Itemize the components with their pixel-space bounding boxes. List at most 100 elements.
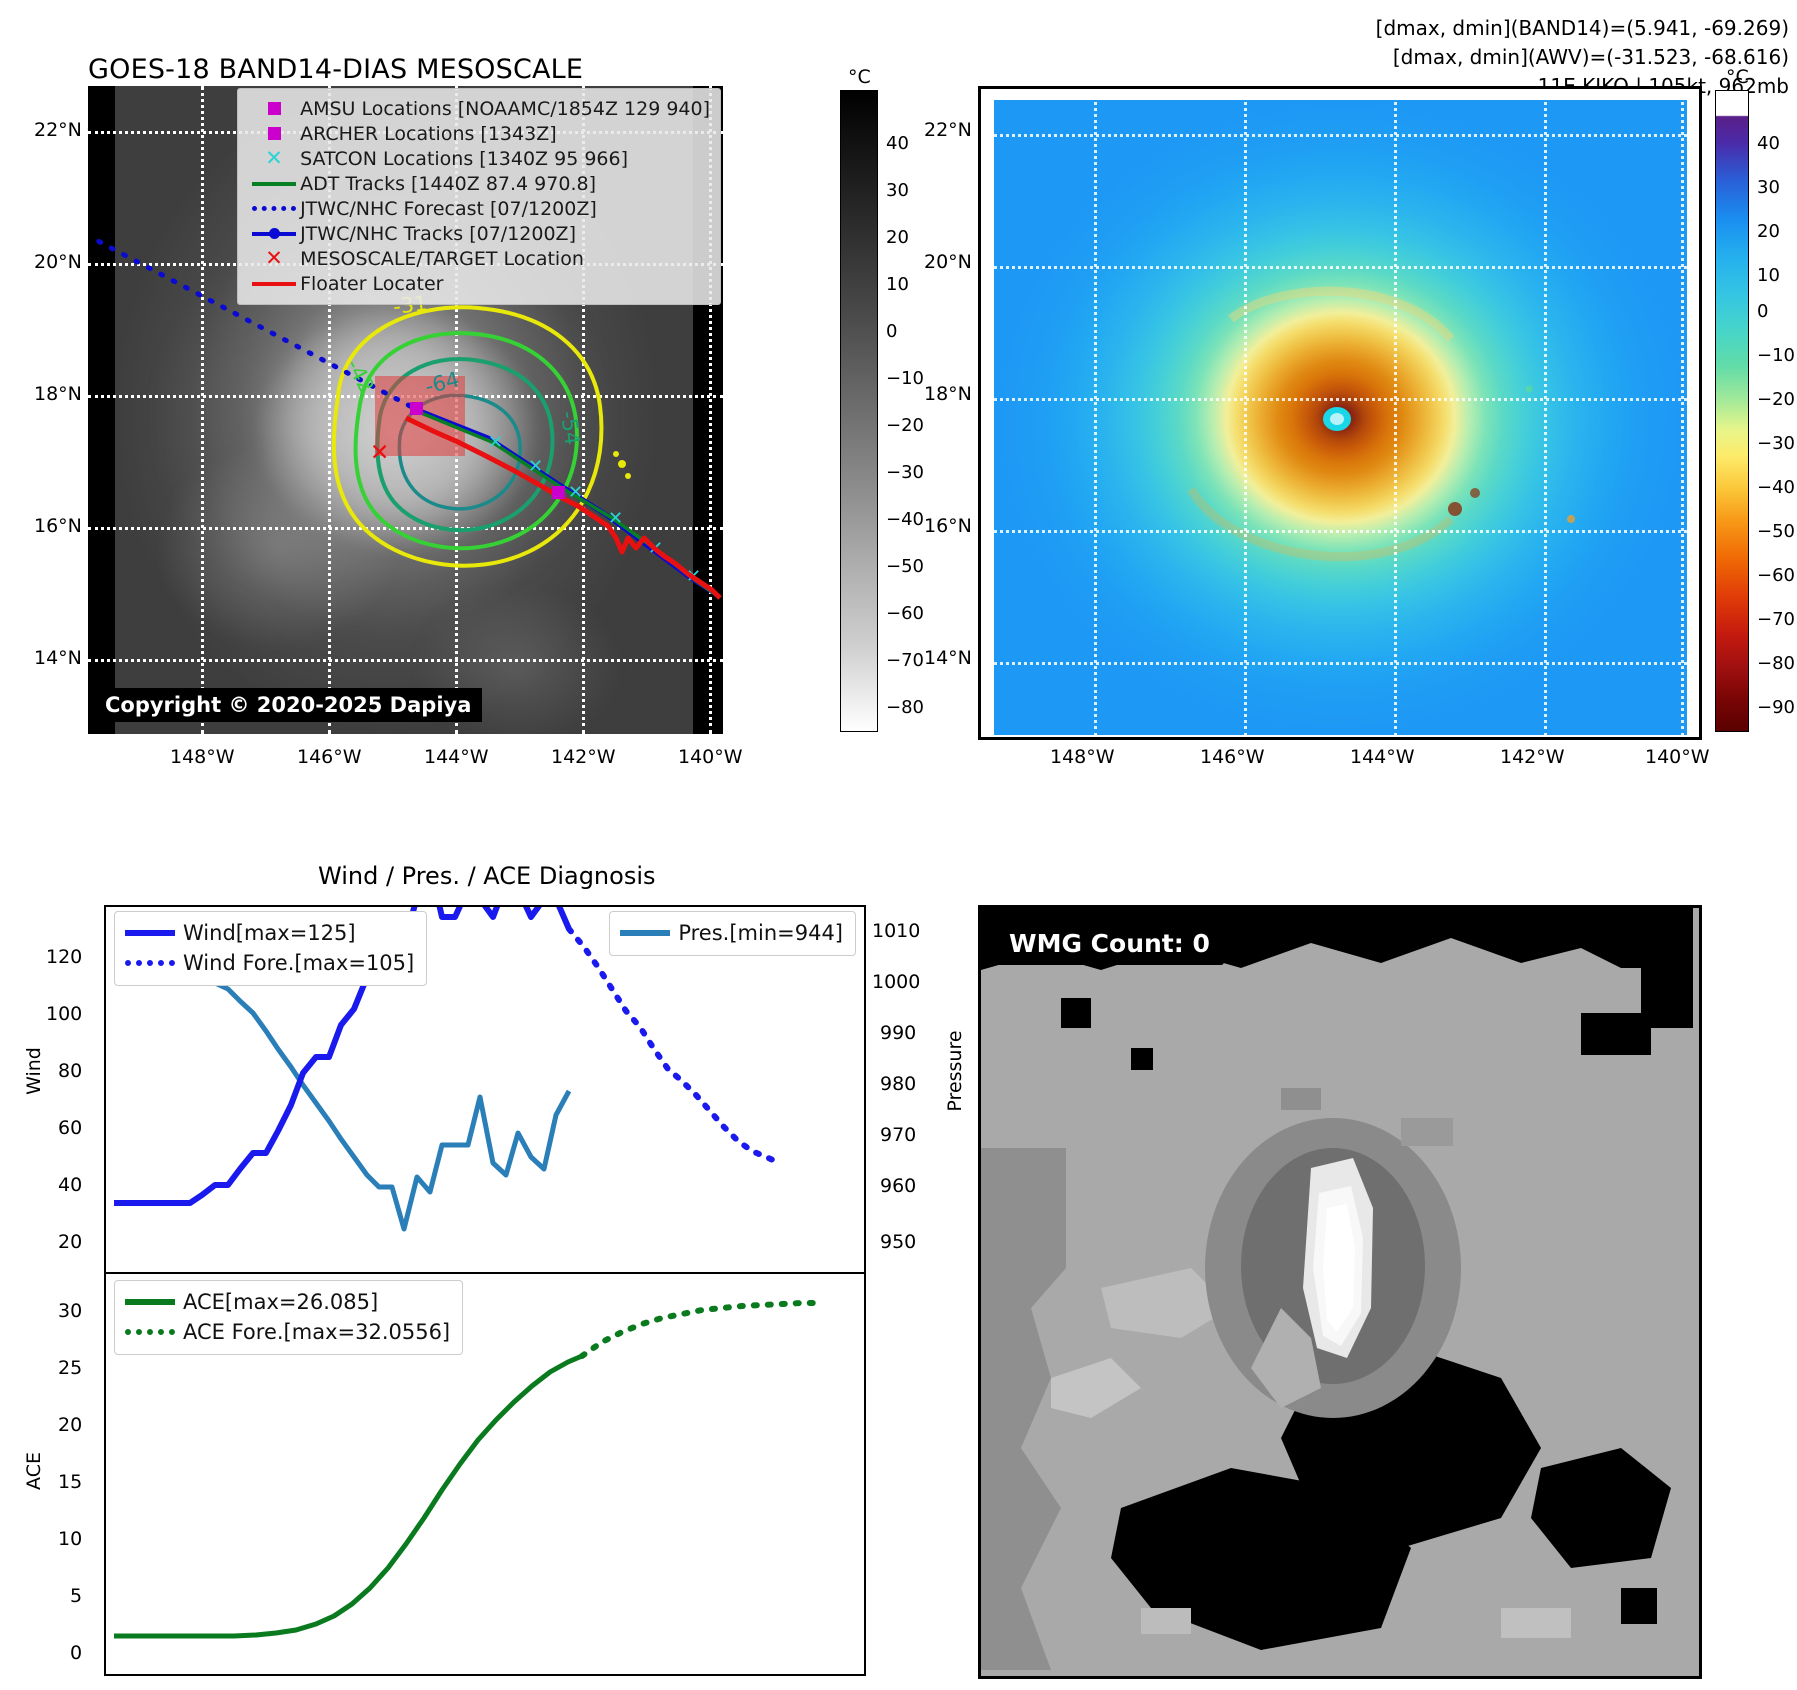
lon-gridline xyxy=(328,86,331,734)
lat-gridline xyxy=(88,527,723,530)
ace-y-tick: 20 xyxy=(58,1414,83,1436)
eir-lon-tick: 148°W xyxy=(1050,746,1115,768)
eir-cb-tick: 20 xyxy=(1757,221,1780,242)
ace-legend[interactable]: ACE[max=26.085] ACE Fore.[max=32.0556] xyxy=(114,1280,464,1355)
svg-text:✕: ✕ xyxy=(488,432,503,453)
legend-label: SATCON Locations [1340Z 95 966] xyxy=(300,147,628,170)
wmg-count-badge: WMG Count: 0 xyxy=(995,922,1224,965)
lon-gridline xyxy=(1244,89,1247,737)
legend-label: ADT Tracks [1440Z 87.4 970.8] xyxy=(300,172,596,195)
legend-item-jtwc-tracks[interactable]: JTWC/NHC Tracks [07/1200Z] xyxy=(248,221,710,246)
x-mark-icon: ✕ xyxy=(265,146,283,170)
eir-lon-tick: 144°W xyxy=(1350,746,1415,768)
stat-band14: [dmax, dmin](BAND14)=(5.941, -69.269) xyxy=(1375,16,1789,40)
ace-chart[interactable]: ACE[max=26.085] ACE Fore.[max=32.0556] xyxy=(104,1272,866,1676)
legend-item-satcon[interactable]: ✕ SATCON Locations [1340Z 95 966] xyxy=(248,146,710,171)
eir-cb-tick: 30 xyxy=(1757,177,1780,198)
wind-y-tick: 40 xyxy=(58,1174,83,1196)
contour-minus42 xyxy=(353,331,579,551)
wind-y-tick: 120 xyxy=(46,946,83,968)
ir-cb-tick: −40 xyxy=(886,509,924,530)
legend-item-wind-forecast[interactable]: Wind Fore.[max=105] xyxy=(125,948,414,978)
legend-label: ARCHER Locations [1343Z] xyxy=(300,122,557,145)
wind-pressure-chart[interactable]: Wind[max=125] Wind Fore.[max=105] Pres.[… xyxy=(104,905,866,1274)
ace-y-tick: 0 xyxy=(70,1642,83,1664)
eir-lon-tick: 146°W xyxy=(1200,746,1265,768)
legend-label: MESOSCALE/TARGET Location xyxy=(300,247,584,270)
amsu-location-marker xyxy=(410,402,423,415)
dotted-line-icon xyxy=(125,1329,183,1335)
svg-text:✕: ✕ xyxy=(608,508,623,529)
ace-y-tick: 5 xyxy=(70,1585,83,1607)
solid-line-icon xyxy=(620,930,678,936)
lon-gridline xyxy=(1094,89,1097,737)
eir-cb-tick: −20 xyxy=(1757,389,1795,410)
wind-y-tick: 60 xyxy=(58,1117,83,1139)
eir-colorbar-gradient xyxy=(1715,90,1749,732)
pres-y-tick: 950 xyxy=(880,1231,917,1253)
map-legend[interactable]: AMSU Locations [NOAAMC/1854Z 129 940] AR… xyxy=(237,88,721,305)
svg-text:✕: ✕ xyxy=(568,482,583,503)
lon-gridline xyxy=(1394,89,1397,737)
pressure-axis-label: Pressure xyxy=(944,1030,966,1112)
ir-lon-tick: 148°W xyxy=(170,746,235,768)
wind-axis-label: Wind xyxy=(23,1047,45,1095)
contour-label-minus54: -54 xyxy=(555,409,585,447)
legend-item-amsu[interactable]: AMSU Locations [NOAAMC/1854Z 129 940] xyxy=(248,96,710,121)
pres-y-tick: 990 xyxy=(880,1022,917,1044)
legend-item-floater-locater[interactable]: Floater Locater xyxy=(248,271,710,296)
legend-item-wind[interactable]: Wind[max=125] xyxy=(125,918,414,948)
legend-item-archer[interactable]: ARCHER Locations [1343Z] xyxy=(248,121,710,146)
ir-colorbar-title: °C xyxy=(848,66,871,88)
ir-cb-tick: −60 xyxy=(886,603,924,624)
ir-cb-tick: −70 xyxy=(886,650,924,671)
eir-cb-tick: 0 xyxy=(1757,301,1769,322)
dotted-line-icon xyxy=(248,206,300,211)
eir-cb-tick: 40 xyxy=(1757,133,1780,154)
ace-plot-area xyxy=(114,1300,825,1639)
wind-y-tick: 80 xyxy=(58,1060,83,1082)
eir-colorbar-title: °C xyxy=(1726,66,1749,88)
eir-cb-tick: −10 xyxy=(1757,345,1795,366)
eir-cb-tick: −80 xyxy=(1757,653,1795,674)
eir-lat-tick: 16°N xyxy=(924,515,972,537)
lat-gridline xyxy=(981,266,1699,269)
archer-location-marker xyxy=(552,486,565,499)
ace-y-tick: 10 xyxy=(58,1528,83,1550)
solid-line-icon xyxy=(248,281,300,286)
wind-legend[interactable]: Wind[max=125] Wind Fore.[max=105] xyxy=(114,911,428,986)
lon-gridline xyxy=(1544,89,1547,737)
legend-label: ACE[max=26.085] xyxy=(183,1290,379,1314)
ir-cb-tick: 0 xyxy=(886,321,898,342)
ir-lat-tick: 18°N xyxy=(34,383,82,405)
ace-axis-label: ACE xyxy=(23,1452,45,1490)
lat-gridline xyxy=(981,530,1699,533)
lon-gridline xyxy=(709,86,712,734)
enhanced-ir-panel[interactable] xyxy=(978,86,1702,740)
legend-item-ace[interactable]: ACE[max=26.085] xyxy=(125,1287,450,1317)
legend-item-adt-tracks[interactable]: ADT Tracks [1440Z 87.4 970.8] xyxy=(248,171,710,196)
legend-item-mesoscale-target[interactable]: ✕ MESOSCALE/TARGET Location xyxy=(248,246,710,271)
ir-cb-tick: −10 xyxy=(886,368,924,389)
wmg-panel[interactable]: WMG Count: 0 xyxy=(978,905,1702,1679)
legend-item-jtwc-forecast[interactable]: JTWC/NHC Forecast [07/1200Z] xyxy=(248,196,710,221)
ir-cb-tick: −20 xyxy=(886,415,924,436)
ir-lat-tick: 22°N xyxy=(34,119,82,141)
lon-gridline xyxy=(1681,89,1684,737)
ir-grayscale-panel[interactable]: ✕ ✕ ✕ ✕ ✕ ✕ ✕ -31 -42 -64 -54 AMSU Locat… xyxy=(88,86,723,734)
pressure-legend[interactable]: Pres.[min=944] xyxy=(609,911,856,956)
eir-lat-tick: 20°N xyxy=(924,251,972,273)
x-mark-icon: ✕ xyxy=(265,246,283,270)
ir-cb-tick: −80 xyxy=(886,697,924,718)
ir-lat-tick: 14°N xyxy=(34,647,82,669)
legend-item-pressure[interactable]: Pres.[min=944] xyxy=(620,918,843,948)
svg-text:✕: ✕ xyxy=(528,456,543,477)
lat-gridline xyxy=(981,134,1699,137)
stat-awv: [dmax, dmin](AWV)=(-31.523, -68.616) xyxy=(1392,45,1789,69)
eir-lon-tick: 142°W xyxy=(1500,746,1565,768)
eir-features xyxy=(1187,286,1575,562)
eir-lat-tick: 18°N xyxy=(924,383,972,405)
legend-item-ace-forecast[interactable]: ACE Fore.[max=32.0556] xyxy=(125,1317,450,1347)
legend-label: Wind Fore.[max=105] xyxy=(183,951,415,975)
lon-gridline xyxy=(582,86,585,734)
